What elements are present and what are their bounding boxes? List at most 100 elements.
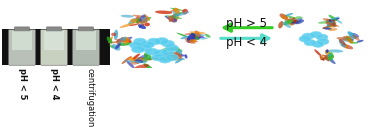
Ellipse shape	[144, 52, 152, 60]
Ellipse shape	[295, 16, 303, 19]
Ellipse shape	[347, 31, 356, 39]
Ellipse shape	[347, 38, 351, 41]
Ellipse shape	[117, 38, 122, 42]
Ellipse shape	[123, 37, 129, 44]
Circle shape	[302, 33, 314, 39]
Ellipse shape	[184, 54, 187, 58]
Ellipse shape	[130, 62, 138, 65]
Ellipse shape	[170, 8, 185, 11]
Ellipse shape	[144, 14, 150, 21]
Ellipse shape	[168, 13, 181, 19]
Text: centrifugation: centrifugation	[85, 68, 94, 127]
Ellipse shape	[323, 56, 327, 60]
Circle shape	[153, 50, 166, 57]
FancyBboxPatch shape	[79, 27, 93, 32]
Ellipse shape	[349, 42, 358, 44]
Ellipse shape	[347, 38, 353, 43]
Ellipse shape	[200, 38, 208, 39]
Ellipse shape	[167, 54, 178, 56]
Ellipse shape	[191, 33, 199, 40]
Ellipse shape	[325, 22, 337, 26]
Ellipse shape	[144, 23, 150, 26]
Circle shape	[317, 38, 329, 45]
Ellipse shape	[351, 33, 359, 38]
Ellipse shape	[290, 20, 299, 23]
Ellipse shape	[341, 44, 353, 49]
Ellipse shape	[191, 35, 200, 41]
FancyBboxPatch shape	[14, 27, 29, 32]
Ellipse shape	[138, 24, 146, 29]
Ellipse shape	[322, 25, 332, 29]
Ellipse shape	[329, 19, 335, 26]
Ellipse shape	[327, 21, 334, 26]
Ellipse shape	[171, 19, 177, 22]
Circle shape	[132, 46, 144, 53]
Ellipse shape	[139, 58, 144, 62]
Text: pH < 5: pH < 5	[17, 68, 26, 99]
Ellipse shape	[321, 57, 328, 60]
Ellipse shape	[169, 17, 174, 22]
Ellipse shape	[174, 8, 180, 15]
Ellipse shape	[342, 38, 351, 42]
Ellipse shape	[283, 19, 294, 25]
Ellipse shape	[121, 15, 133, 18]
Ellipse shape	[174, 53, 182, 59]
Ellipse shape	[346, 36, 352, 39]
Ellipse shape	[326, 18, 340, 22]
Ellipse shape	[129, 24, 139, 26]
Ellipse shape	[172, 52, 177, 60]
Ellipse shape	[165, 15, 182, 19]
Circle shape	[166, 54, 178, 61]
Ellipse shape	[141, 18, 148, 26]
Ellipse shape	[137, 20, 147, 23]
Ellipse shape	[187, 38, 194, 42]
Ellipse shape	[175, 58, 185, 60]
FancyBboxPatch shape	[40, 30, 68, 65]
Circle shape	[161, 40, 175, 47]
Ellipse shape	[123, 37, 132, 41]
Ellipse shape	[328, 28, 337, 31]
Ellipse shape	[184, 38, 198, 42]
Ellipse shape	[192, 34, 205, 36]
Ellipse shape	[291, 21, 297, 23]
Ellipse shape	[320, 54, 324, 60]
Ellipse shape	[134, 64, 149, 69]
Ellipse shape	[292, 17, 296, 24]
Ellipse shape	[314, 49, 322, 56]
Ellipse shape	[283, 22, 291, 28]
Ellipse shape	[329, 25, 338, 28]
Ellipse shape	[191, 37, 201, 40]
Circle shape	[161, 49, 175, 56]
Ellipse shape	[325, 56, 330, 61]
Ellipse shape	[189, 31, 206, 34]
Ellipse shape	[114, 30, 118, 40]
Ellipse shape	[174, 52, 180, 57]
Ellipse shape	[109, 41, 121, 43]
FancyBboxPatch shape	[46, 27, 62, 32]
Ellipse shape	[287, 19, 293, 22]
Ellipse shape	[127, 37, 129, 41]
Ellipse shape	[184, 33, 199, 35]
Ellipse shape	[136, 54, 148, 62]
Ellipse shape	[119, 22, 136, 28]
Ellipse shape	[132, 20, 142, 23]
Ellipse shape	[326, 56, 333, 60]
Circle shape	[166, 44, 178, 51]
Ellipse shape	[326, 49, 329, 53]
Ellipse shape	[135, 59, 144, 62]
Circle shape	[130, 42, 143, 49]
Ellipse shape	[118, 37, 127, 43]
Ellipse shape	[173, 8, 179, 16]
Ellipse shape	[143, 63, 154, 71]
Ellipse shape	[182, 9, 188, 14]
Ellipse shape	[287, 16, 297, 19]
Ellipse shape	[136, 18, 140, 23]
Ellipse shape	[347, 37, 353, 42]
Ellipse shape	[142, 58, 157, 61]
Ellipse shape	[192, 34, 205, 38]
Ellipse shape	[132, 53, 140, 60]
Circle shape	[138, 44, 152, 51]
Circle shape	[152, 54, 164, 61]
Ellipse shape	[170, 54, 185, 57]
Ellipse shape	[281, 15, 288, 19]
